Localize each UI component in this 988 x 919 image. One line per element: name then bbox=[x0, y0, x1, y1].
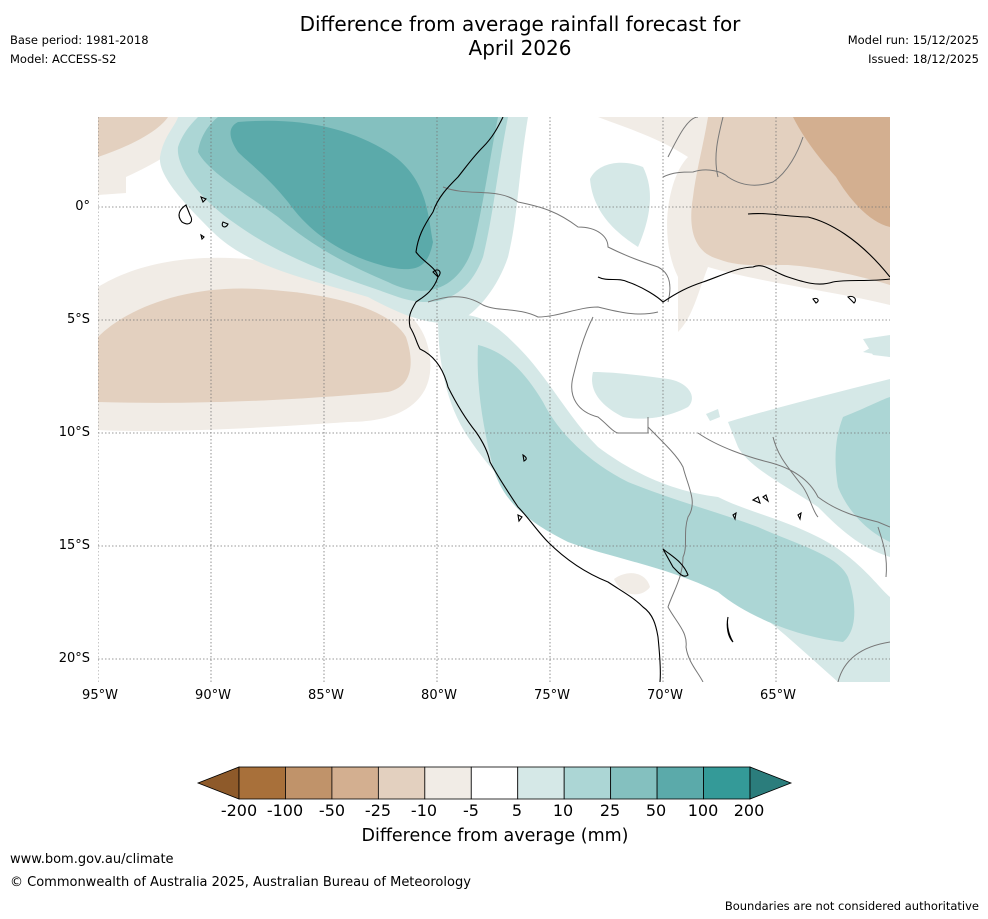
wet-region-central bbox=[592, 372, 692, 419]
wet-region-amazon bbox=[590, 162, 650, 247]
wet-region-north-core bbox=[230, 120, 433, 270]
lon-label-70w: 70°W bbox=[647, 688, 683, 703]
country-borders bbox=[427, 117, 890, 682]
base-period: Base period: 1981-2018 bbox=[10, 33, 149, 47]
title-line-1: Difference from average rainfall forecas… bbox=[299, 12, 741, 36]
lon-label-65w: 65°W bbox=[760, 688, 796, 703]
title-line-2: April 2026 bbox=[468, 36, 572, 60]
lon-label-80w: 80°W bbox=[421, 688, 457, 703]
lon-label-85w: 85°W bbox=[308, 688, 344, 703]
website-link[interactable]: www.bom.gov.au/climate bbox=[10, 852, 174, 867]
colorbar-bin bbox=[424, 766, 472, 800]
colorbar-title: Difference from average (mm) bbox=[361, 826, 629, 846]
model-name: Model: ACCESS-S2 bbox=[10, 52, 117, 66]
colorbar-bin bbox=[517, 766, 565, 800]
colorbar-label: 50 bbox=[645, 801, 667, 820]
lat-label-0: 0° bbox=[75, 199, 90, 214]
colorbar-label: -10 bbox=[410, 801, 438, 820]
colorbar-label: 5 bbox=[511, 801, 523, 820]
copyright: © Commonwealth of Australia 2025, Austra… bbox=[10, 875, 471, 890]
colorbar-bin bbox=[610, 766, 658, 800]
lat-label-15s: 15°S bbox=[58, 538, 90, 553]
wet-region-east-dot bbox=[863, 337, 890, 357]
colorbar-bin bbox=[703, 766, 751, 800]
disclaimer: Boundaries are not considered authoritat… bbox=[724, 899, 979, 913]
colorbar-label: -25 bbox=[364, 801, 392, 820]
colorbar-label: 200 bbox=[733, 801, 765, 820]
wet-region-small bbox=[706, 409, 720, 421]
model-run: Model run: 15/12/2025 bbox=[847, 33, 979, 47]
issued-date: Issued: 18/12/2025 bbox=[868, 52, 979, 66]
colorbar-label: 100 bbox=[687, 801, 719, 820]
colorbar-under-arrow bbox=[196, 766, 240, 800]
gridlines bbox=[98, 117, 890, 682]
colorbar-label: 10 bbox=[552, 801, 574, 820]
colorbar-bin bbox=[331, 766, 379, 800]
dry-region-south bbox=[614, 573, 650, 595]
colorbar-bin bbox=[656, 766, 704, 800]
colorbar-over-arrow bbox=[749, 766, 793, 800]
lon-label-75w: 75°W bbox=[534, 688, 570, 703]
colorbar-bin bbox=[563, 766, 612, 800]
dry-region-nw-inner bbox=[98, 117, 168, 157]
rainfall-map bbox=[98, 117, 890, 682]
dry-region-west bbox=[98, 288, 411, 403]
colorbar-bin bbox=[470, 766, 519, 800]
coastline bbox=[178, 117, 890, 682]
colorbar-label: -50 bbox=[318, 801, 346, 820]
colorbar-bin bbox=[238, 766, 286, 800]
lon-label-90w: 90°W bbox=[195, 688, 231, 703]
page-title: Difference from average rainfall forecas… bbox=[0, 12, 988, 60]
colorbar-bin bbox=[285, 766, 333, 800]
lat-label-5s: 5°S bbox=[66, 312, 90, 327]
lon-label-95w: 95°W bbox=[82, 688, 118, 703]
colorbar-label: -200 bbox=[220, 801, 258, 820]
colorbar bbox=[196, 766, 793, 800]
wet-band-south bbox=[477, 345, 855, 642]
colorbar-bin bbox=[377, 766, 426, 800]
colorbar-label: -5 bbox=[463, 801, 479, 820]
lat-label-10s: 10°S bbox=[58, 425, 90, 440]
lat-label-20s: 20°S bbox=[58, 651, 90, 666]
dry-region-ne-core bbox=[793, 117, 890, 227]
colorbar-label: 25 bbox=[599, 801, 621, 820]
colorbar-label: -100 bbox=[266, 801, 304, 820]
